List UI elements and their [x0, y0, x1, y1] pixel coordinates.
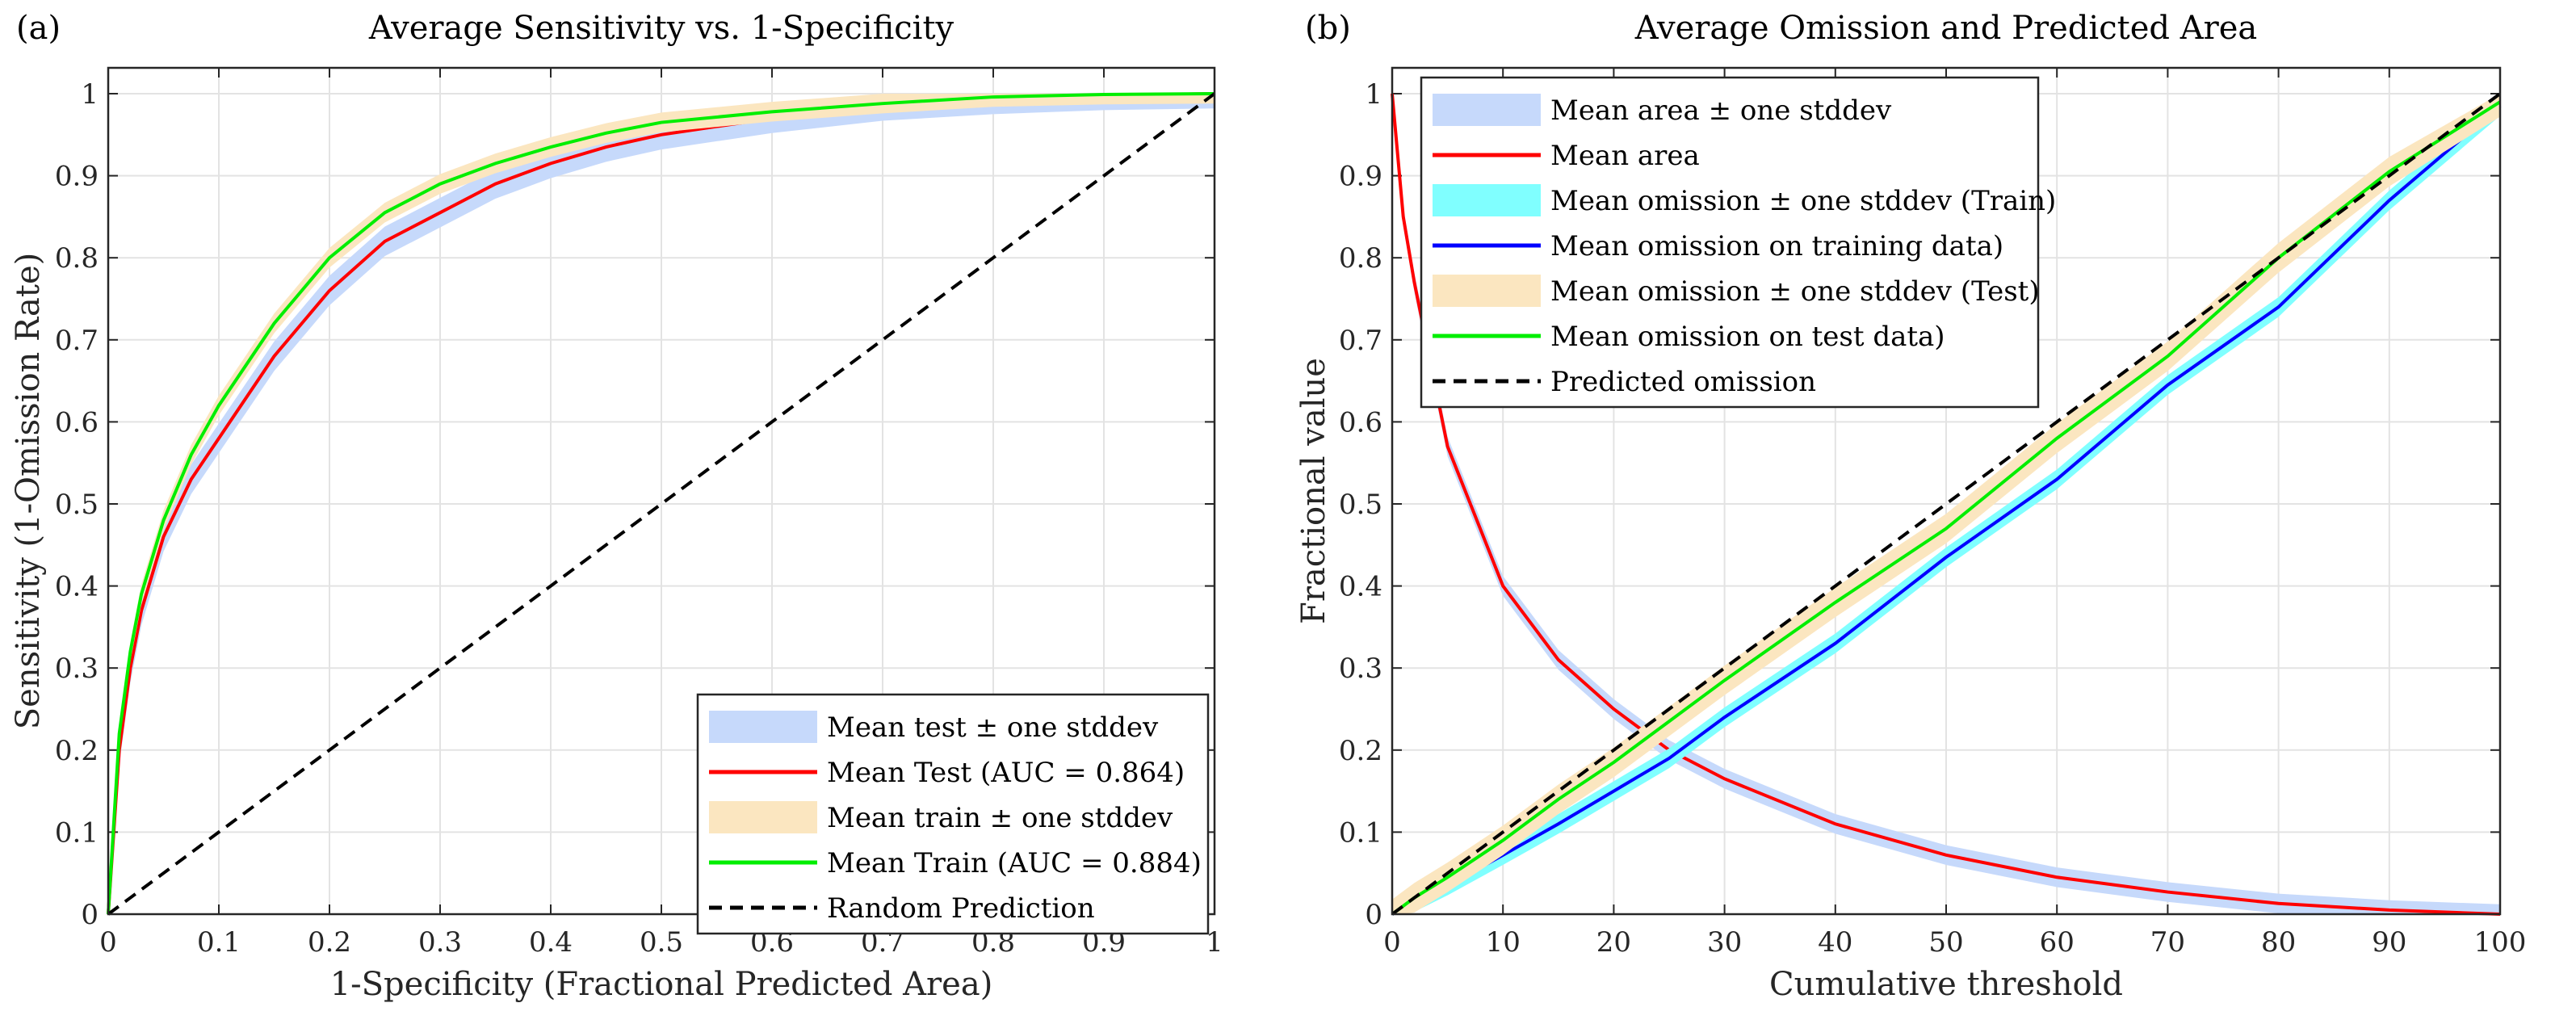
y-tick-label: 0.1 [55, 816, 99, 849]
legend-swatch [1433, 94, 1541, 126]
y-tick-label: 0.8 [55, 242, 99, 275]
series-random-prediction [107, 92, 1216, 916]
y-tick-label: 0.3 [55, 653, 99, 685]
y-tick-label: 0.5 [55, 489, 99, 521]
legend-label: Mean area ± one stddev [1550, 94, 1892, 127]
x-tick-label: 60 [2040, 926, 2075, 959]
legend-label: Mean omission ± one stddev (Test) [1550, 275, 2040, 308]
x-tick-label: 1 [1206, 926, 1223, 959]
y-tick-label: 0.3 [1339, 653, 1382, 685]
legend-label: Mean Test (AUC = 0.864) [827, 757, 1185, 789]
x-tick-label: 20 [1596, 926, 1631, 959]
legend-item: Mean train ± one stddev [709, 801, 1173, 834]
chart-panel-a: 0 0.1 0.2 0.3 0.4 0.5 0.6 0.7 0.8 0.9 1 0 0.1 0.2 0.3 0… [10, 10, 1223, 1003]
y-tick-label: 0.9 [55, 161, 99, 193]
legend-item: Mean omission ± one stddev (Test) [1433, 275, 2040, 308]
x-tick-label: 70 [2150, 926, 2185, 959]
x-tick-label: 0.5 [640, 926, 683, 959]
y-tick-label: 1 [1365, 78, 1382, 111]
legend-item: Mean area ± one stddev [1433, 94, 1892, 127]
y-tick-label: 0.7 [1339, 325, 1382, 357]
x-tick-label: 90 [2372, 926, 2406, 959]
x-tick-label: 0.3 [418, 926, 462, 959]
legend-label: Mean area [1550, 140, 1700, 172]
legend-item: Mean omission ± one stddev (Train) [1433, 184, 2056, 217]
y-tick-label: 0.4 [1339, 571, 1382, 603]
y-tick-label: 0.2 [1339, 735, 1382, 767]
legend: Mean area ± one stddev Mean area Mean omis… [1420, 76, 2056, 409]
y-tick-label: 0.7 [55, 325, 99, 357]
legend-label: Mean test ± one stddev [827, 711, 1159, 744]
y-axis-label: Fractional value [1295, 358, 1332, 624]
legend-item: Mean test ± one stddev [709, 711, 1159, 744]
legend-item: Random Prediction [709, 892, 1095, 925]
y-tick-label: 0.5 [1339, 489, 1382, 521]
x-tick-label: 80 [2261, 926, 2296, 959]
chart-panel-b: 0 10 20 30 40 50 60 70 80 90 100 0 0.1 0.2 0.3 0.4 0.5 0.… [1295, 10, 2526, 1003]
legend-swatch [709, 711, 817, 743]
legend-swatch [709, 801, 817, 833]
chart-title: Average Omission and Predicted Area [1634, 10, 2257, 47]
legend-item: Mean Train (AUC = 0.884) [709, 847, 1202, 879]
chart-title: Average Sensitivity vs. 1-Specificity [368, 10, 954, 47]
legend-label: Mean omission ± one stddev (Train) [1550, 185, 2056, 217]
legend-label: Mean train ± one stddev [827, 802, 1173, 834]
legend-item: Mean Test (AUC = 0.864) [709, 757, 1185, 789]
series-mean-omission-on-test-data [1391, 100, 2502, 916]
x-tick-label: 0 [99, 926, 117, 959]
panel-label: (b) [1305, 10, 1351, 47]
y-tick-label: 0.4 [55, 571, 99, 603]
legend-label: Predicted omission [1550, 366, 1816, 398]
legend-item: Mean omission on test data) [1433, 321, 1945, 353]
y-axis-label: Sensitivity (1-Omission Rate) [10, 253, 47, 730]
legend-item: Predicted omission [1433, 366, 1816, 398]
panel-label: (a) [16, 10, 61, 47]
x-tick-label: 0 [1383, 926, 1401, 959]
series-mean-train-auc-0-884 [107, 92, 1215, 915]
x-tick-label: 40 [1818, 926, 1852, 959]
legend-item: Mean omission on training data) [1433, 230, 2003, 262]
series-predicted-omission [1391, 92, 2502, 916]
legend-label: Random Prediction [827, 892, 1095, 925]
y-tick-label: 0.6 [1339, 406, 1382, 439]
x-tick-label: 100 [2474, 926, 2527, 959]
y-tick-label: 0.6 [55, 406, 99, 439]
x-axis-label: 1-Specificity (Fractional Predicted Area… [330, 966, 993, 1003]
legend: Mean test ± one stddev Mean Test (AUC = 0… [696, 693, 1210, 935]
legend-label: Mean Train (AUC = 0.884) [827, 847, 1202, 879]
y-tick-label: 0.2 [55, 735, 99, 767]
legend-item: Mean area [1433, 140, 1700, 172]
y-tick-label: 0 [1365, 899, 1382, 931]
x-axis-label: Cumulative threshold [1769, 966, 2123, 1003]
y-tick-label: 1 [81, 78, 99, 111]
x-tick-label: 10 [1486, 926, 1521, 959]
x-tick-label: 50 [1928, 926, 1963, 959]
x-tick-label: 0.4 [529, 926, 573, 959]
axes-box [107, 66, 1216, 916]
y-tick-label: 0.9 [1339, 161, 1382, 193]
x-tick-label: 0.1 [197, 926, 241, 959]
axes-box [1391, 66, 2502, 916]
y-tick-label: 0 [81, 899, 99, 931]
legend-swatch [1433, 184, 1541, 216]
y-tick-label: 0.8 [1339, 242, 1382, 275]
y-tick-label: 0.1 [1339, 816, 1382, 849]
legend-label: Mean omission on training data) [1550, 230, 2003, 262]
x-tick-label: 30 [1707, 926, 1742, 959]
legend-swatch [1433, 275, 1541, 307]
legend-label: Mean omission on test data) [1550, 321, 1945, 353]
x-tick-label: 0.2 [308, 926, 351, 959]
legend-box [1420, 76, 2040, 409]
